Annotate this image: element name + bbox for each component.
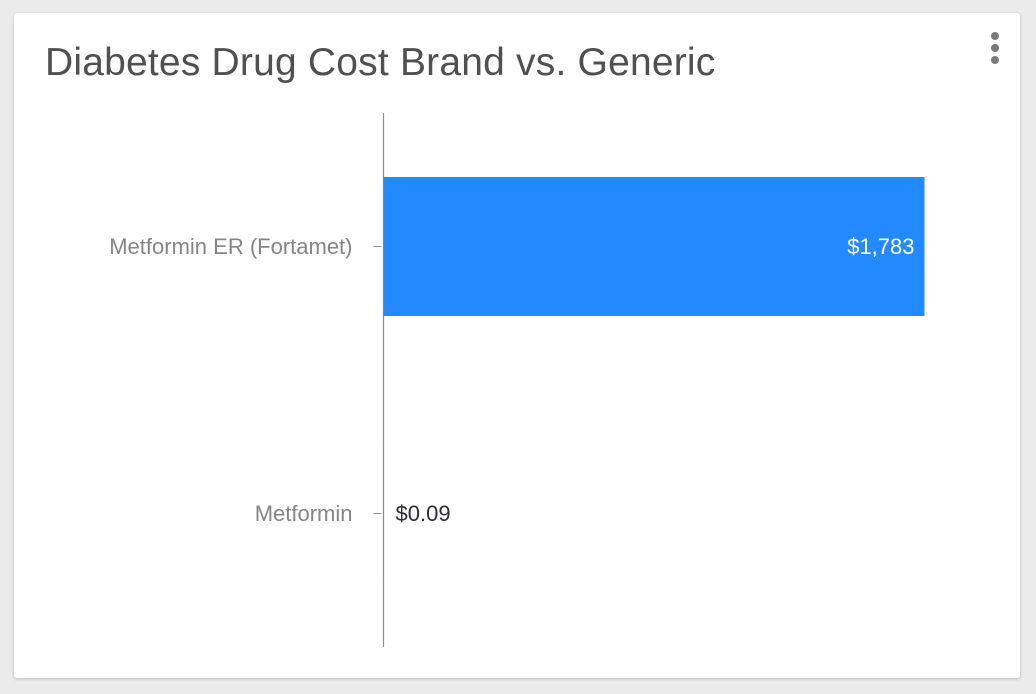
more-vertical-icon: [991, 32, 999, 40]
data-label: $1,783: [847, 234, 914, 259]
more-vertical-icon-dot: [991, 44, 999, 52]
more-vertical-icon-dot: [991, 56, 999, 64]
category-label: Metformin ER (Fortamet): [109, 234, 352, 259]
data-label: $0.09: [396, 501, 451, 526]
more-options-button[interactable]: [982, 30, 1008, 66]
category-label: Metformin: [255, 501, 353, 526]
chart-card: Diabetes Drug Cost Brand vs. Generic Met…: [14, 13, 1020, 678]
bar[interactable]: [383, 177, 925, 316]
bar-chart: Metformin ER (Fortamet) $1,783 Metformin $0…: [109, 113, 925, 647]
chart-title: Diabetes Drug Cost Brand vs. Generic: [45, 41, 716, 84]
